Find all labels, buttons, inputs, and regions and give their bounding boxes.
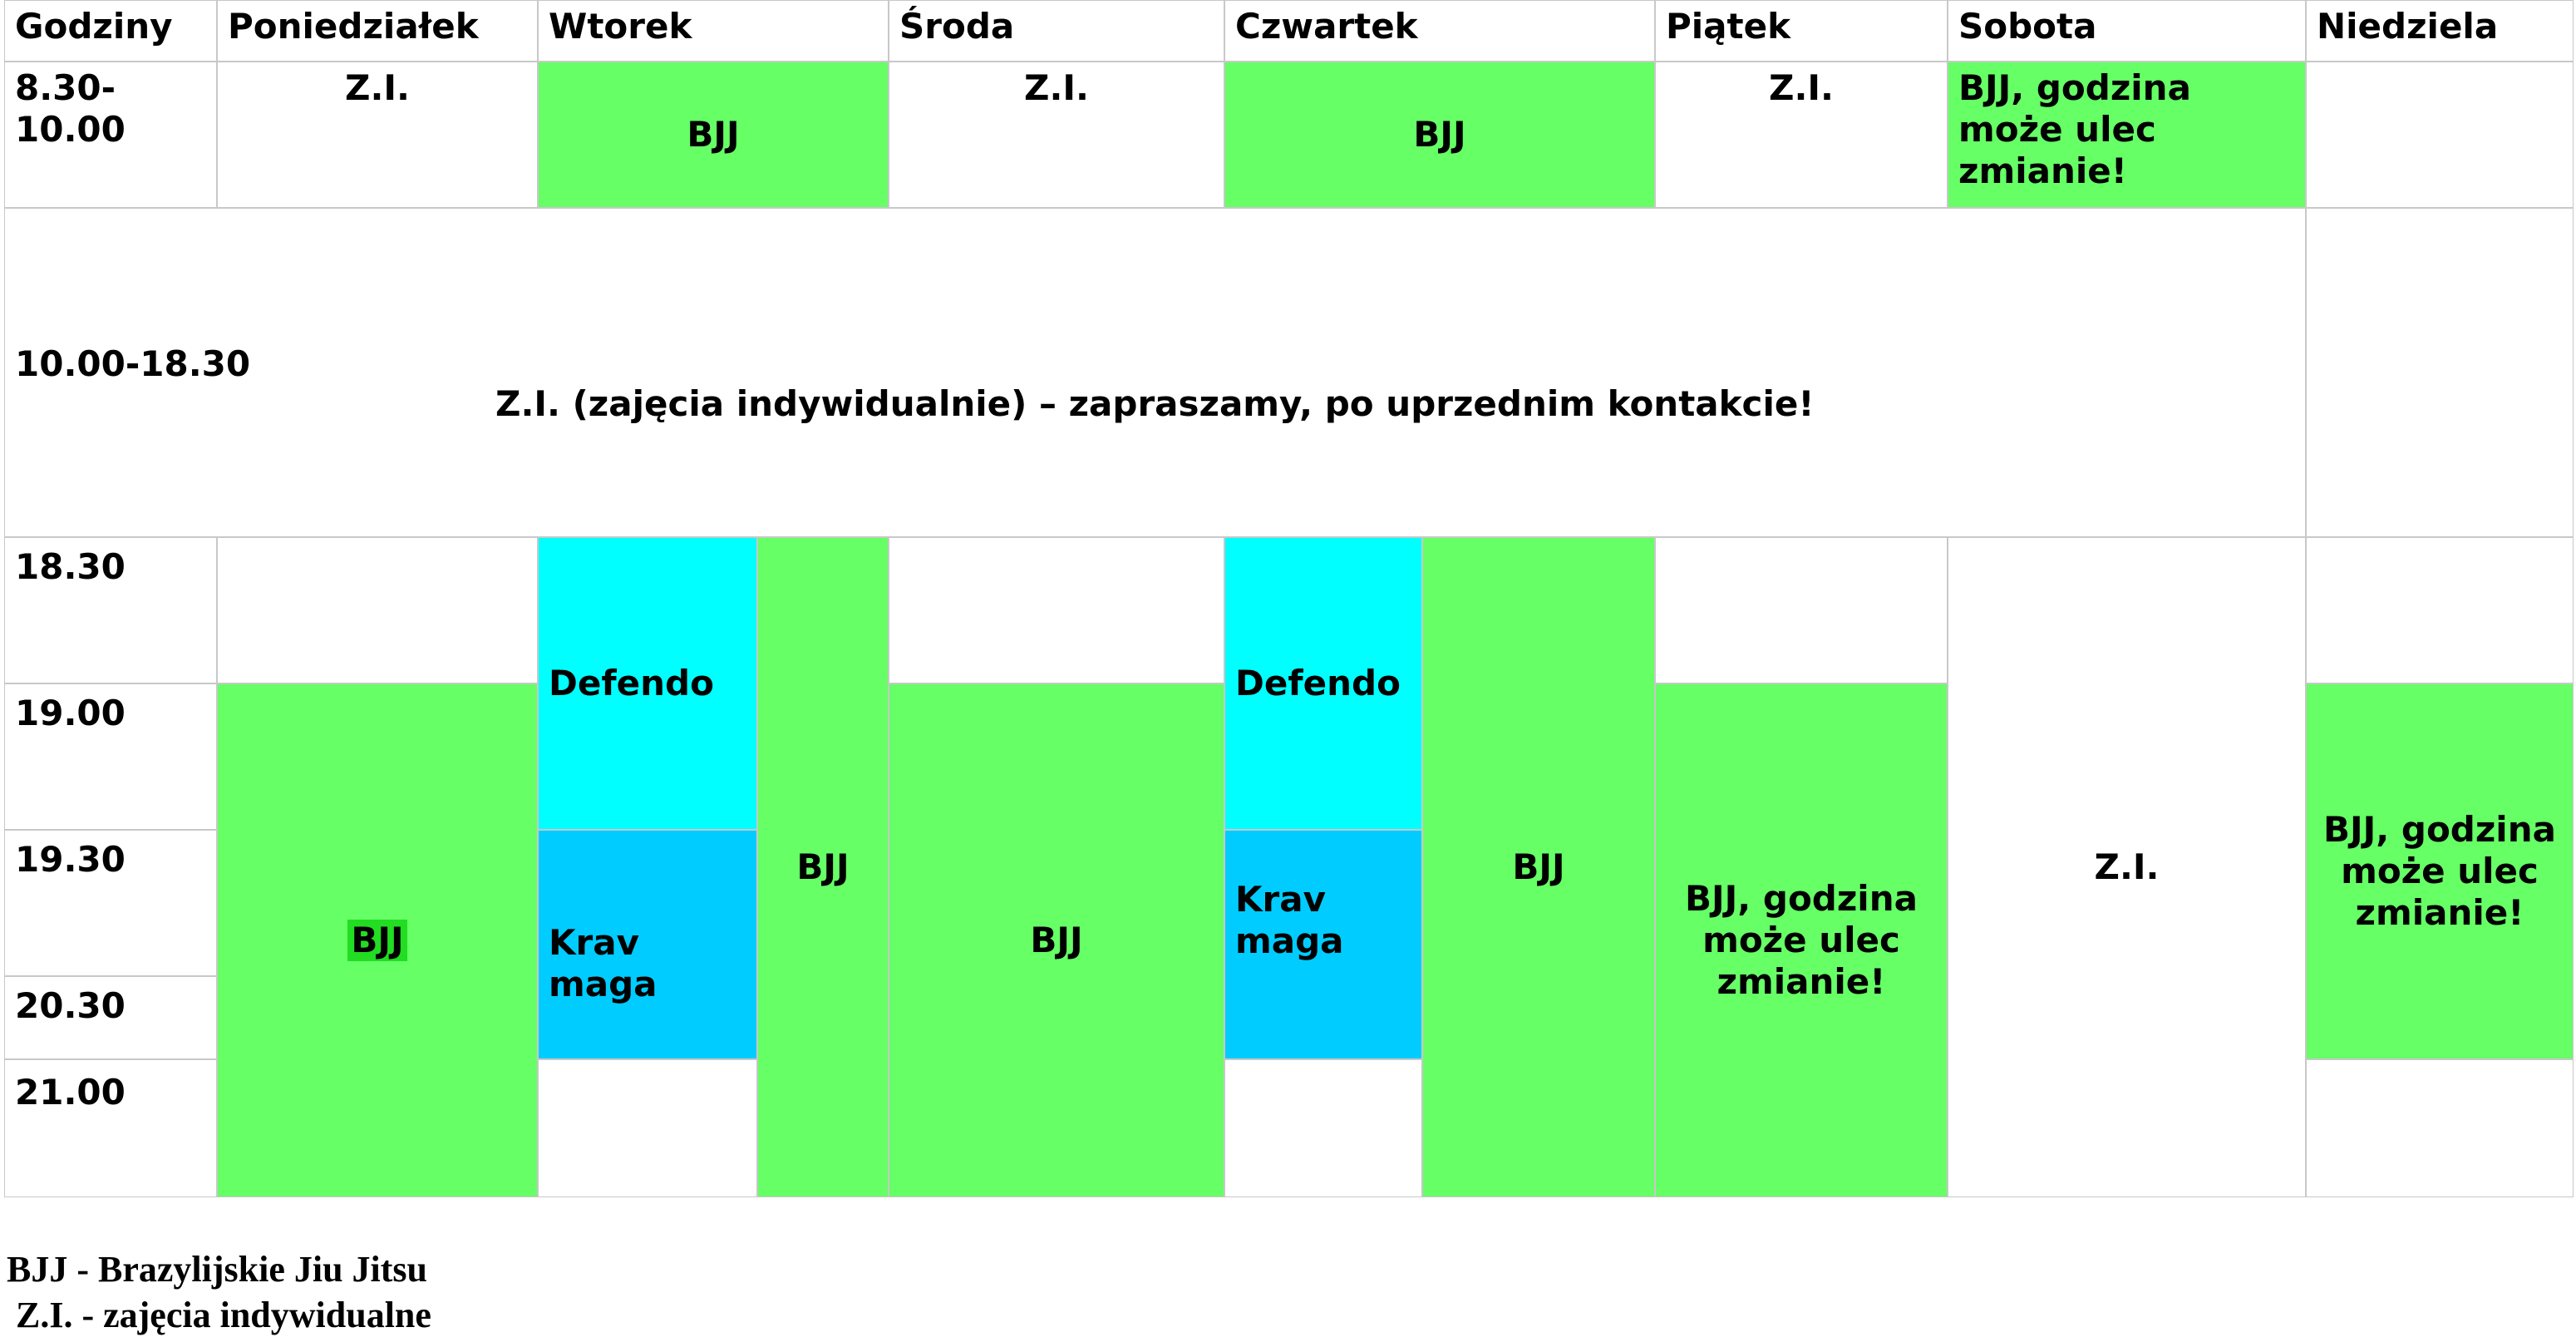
legend-bjj: BJJ - Brazylijskie Jiu Jitsu [7,1249,428,1290]
morning-friday: Z.I. [1655,62,1948,208]
midday-sunday [2306,208,2574,537]
header-hours-label: Godziny [15,6,173,47]
evening-tuesday-defendo: Defendo [538,537,757,830]
time-slot-1830: 18.30 [4,537,217,683]
header-wednesday-label: Środa [899,6,1015,47]
evening-tuesday-bjj-label: BJJ [796,846,850,887]
header-friday: Piątek [1655,0,1948,62]
evening-thursday-defendo: Defendo [1224,537,1422,830]
evening-sunday-bjj: BJJ, godzina może ulec zmianie! [2306,683,2574,1059]
header-tuesday: Wtorek [538,0,889,62]
evening-tuesday-empty [538,1059,757,1197]
time-slot-1930: 19.30 [4,830,217,976]
evening-tuesday-defendo-label: Defendo [549,663,714,703]
time-slot-1900: 19.00 [4,683,217,830]
time-slot-midday: 10.00-18.30 [15,343,251,384]
morning-tuesday-label: BJJ [687,114,740,155]
header-wednesday: Środa [889,0,1224,62]
evening-friday-bjj: BJJ, godzina może ulec zmianie! [1655,683,1948,1197]
header-monday-label: Poniedziałek [228,6,479,47]
header-friday-label: Piątek [1666,6,1791,47]
evening-tuesday-bjj: BJJ [757,537,889,1197]
evening-monday-empty [217,537,538,683]
morning-sunday [2306,62,2574,208]
evening-friday-empty [1655,537,1948,683]
evening-wednesday-bjj: BJJ [889,683,1224,1197]
midday-note: Z.I. (zajęcia indywidualnie) – zapraszam… [495,383,1815,424]
evening-thursday-bjj: BJJ [1422,537,1655,1197]
evening-wednesday-bjj-label: BJJ [1030,920,1083,960]
legend-zi: Z.I. - zajęcia indywidualne [7,1295,431,1335]
morning-thursday: BJJ [1224,62,1655,208]
evening-thursday-bjj-label: BJJ [1512,846,1565,887]
evening-sunday-empty-bottom [2306,1059,2574,1197]
morning-tuesday: BJJ [538,62,889,208]
evening-saturday-zi: Z.I. [1948,537,2306,1197]
evening-monday-bjj-label: BJJ [347,920,407,961]
header-sunday-label: Niedziela [2317,6,2499,47]
evening-thursday-empty [1224,1059,1422,1197]
header-saturday-label: Sobota [1958,6,2097,47]
header-sunday: Niedziela [2306,0,2574,62]
morning-monday: Z.I. [217,62,538,208]
midday-row: 10.00-18.30 Z.I. (zajęcia indywidualnie)… [4,208,2306,537]
evening-friday-bjj-label: BJJ, godzina może ulec zmianie! [1685,878,1918,1002]
evening-saturday-zi-label: Z.I. [2094,846,2160,887]
evening-thursday-defendo-label: Defendo [1235,663,1401,703]
evening-sunday-empty-top [2306,537,2574,683]
evening-thursday-krav-maga: Krav maga [1224,830,1422,1059]
evening-sunday-bjj-label: BJJ, godzina może ulec zmianie! [2323,809,2556,933]
header-monday: Poniedziałek [217,0,538,62]
time-slot-morning: 8.30- 10.00 [4,62,217,208]
header-saturday: Sobota [1948,0,2306,62]
header-thursday-label: Czwartek [1235,6,1418,47]
header-hours: Godziny [4,0,217,62]
morning-thursday-label: BJJ [1413,114,1466,155]
morning-saturday: BJJ, godzina może ulec zmianie! [1948,62,2306,208]
time-slot-2100: 21.00 [4,1059,217,1197]
time-slot-2030: 20.30 [4,976,217,1059]
evening-monday-bjj: BJJ [217,683,538,1197]
morning-wednesday: Z.I. [889,62,1224,208]
evening-tuesday-krav-maga: Krav maga [538,830,757,1059]
evening-wednesday-empty [889,537,1224,683]
header-thursday: Czwartek [1224,0,1655,62]
header-tuesday-label: Wtorek [549,6,692,47]
